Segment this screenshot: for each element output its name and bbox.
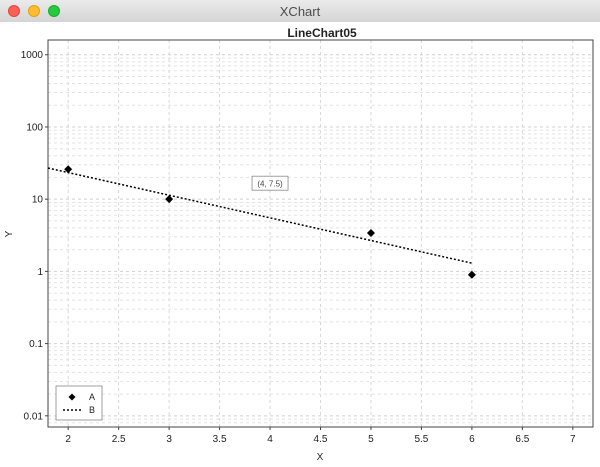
- legend-box: [55, 385, 103, 421]
- series-layer: [47, 165, 476, 279]
- y-tick-label: 10: [32, 195, 44, 206]
- x-tick-label: 4.5: [314, 434, 328, 445]
- x-tick-label: 2.5: [112, 434, 126, 445]
- series-a-point: [64, 165, 73, 174]
- annotation-layer: (4, 7.5): [251, 175, 289, 191]
- grid-lines: [48, 40, 593, 428]
- y-axis-label: Y: [4, 230, 15, 237]
- series-b-line: [47, 167, 473, 264]
- y-tick-label: 0.01: [24, 411, 44, 422]
- window-title: XChart: [279, 4, 321, 19]
- x-tick-label: 4: [267, 434, 273, 445]
- chart-title: LineChart05: [287, 26, 357, 40]
- series-a-point: [366, 229, 375, 238]
- legend: AB: [55, 385, 103, 421]
- series-a-point: [165, 195, 174, 204]
- legend-label-a: A: [89, 392, 95, 402]
- zoom-window-button[interactable]: [48, 5, 60, 17]
- x-tick-label: 3: [166, 434, 172, 445]
- y-tick-label: 1000: [21, 50, 44, 61]
- series-a-point: [467, 270, 476, 279]
- y-tick-label: 1: [37, 267, 43, 278]
- minimize-window-button[interactable]: [28, 5, 40, 17]
- x-tick-label: 5.5: [414, 434, 428, 445]
- annotation-box: [251, 175, 289, 191]
- x-tick-label: 6.5: [515, 434, 529, 445]
- x-axis-ticks: 2 2.5 3 3.5 4 4.5 5 5.5 6 6.5 7: [65, 427, 576, 445]
- legend-label-b: B: [89, 405, 95, 415]
- x-tick-label: 6: [469, 434, 475, 445]
- y-tick-label: 100: [26, 122, 43, 133]
- x-tick-label: 3.5: [213, 434, 227, 445]
- x-axis-label: X: [317, 452, 324, 463]
- line-chart: LineChart05 2 2.5 3 3.5 4 4.5 5 5.5 6 6.5 7 0.010.…: [0, 22, 600, 467]
- legend-marker-a: [68, 393, 76, 401]
- y-axis-ticks: 0.01 0.1 1 10 100 1000: [21, 50, 48, 422]
- x-tick-label: 2: [65, 434, 71, 445]
- x-tick-label: 7: [570, 434, 576, 445]
- title-bar: XChart: [0, 0, 600, 23]
- close-window-button[interactable]: [8, 5, 20, 17]
- annotation-text: (4, 7.5): [257, 180, 283, 189]
- x-tick-label: 5: [368, 434, 374, 445]
- y-tick-label: 0.1: [29, 339, 43, 350]
